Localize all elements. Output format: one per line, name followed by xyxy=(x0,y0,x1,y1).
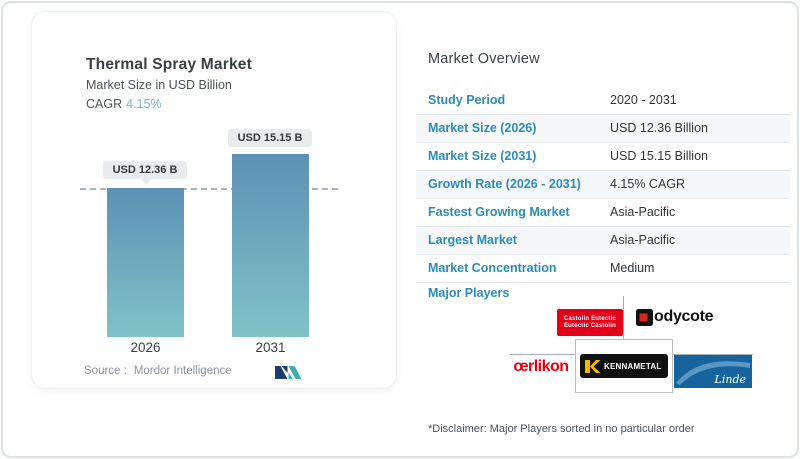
table-row: Fastest Growing Market Asia-Pacific xyxy=(416,199,790,227)
linde-logo-text: Linde xyxy=(714,373,746,386)
logo-grid-horizontal-divider-right xyxy=(671,354,753,355)
source-line: Source : Mordor Intelligence xyxy=(84,365,232,377)
bodycote-logo-text: odycote xyxy=(654,308,714,325)
row-label: Fastest Growing Market xyxy=(428,205,570,219)
table-row: Growth Rate (2026 - 2031) 4.15% CAGR xyxy=(416,171,790,199)
logo-grid-horizontal-divider-left xyxy=(510,354,576,355)
logo-grid-vertical-divider xyxy=(623,296,624,341)
row-value: Medium xyxy=(610,261,655,275)
reference-dashed-line xyxy=(80,188,338,190)
bar-2026 xyxy=(107,188,184,337)
row-value: Asia-Pacific xyxy=(610,205,676,219)
row-value: 2020 - 2031 xyxy=(610,93,677,107)
kennametal-k-icon xyxy=(585,359,601,373)
table-row: Study Period 2020 - 2031 xyxy=(416,87,790,115)
row-label: Largest Market xyxy=(428,233,517,247)
overview-title: Market Overview xyxy=(428,51,540,67)
linde-logo: Linde xyxy=(674,355,752,388)
row-label: Market Size (2031) xyxy=(428,149,537,163)
x-axis-label-2026: 2026 xyxy=(130,340,161,355)
linde-swoosh-icon xyxy=(676,361,750,385)
table-row: Largest Market Asia-Pacific xyxy=(416,227,790,255)
row-value: USD 12.36 Billion xyxy=(610,121,708,135)
row-label: Study Period xyxy=(428,93,506,107)
castolin-eutectic-logo: Castolin Eutectic Eutectic Castolin xyxy=(557,309,623,336)
disclaimer-text: *Disclaimer: Major Players sorted in no … xyxy=(428,423,695,435)
cagr-line: CAGR 4.15% xyxy=(86,97,162,111)
row-value: USD 15.15 Billion xyxy=(610,149,708,163)
castolin-logo-text: Castolin Eutectic xyxy=(563,315,617,322)
x-axis-label-2031: 2031 xyxy=(255,340,286,355)
kennametal-logo-text: KENNAMETAL xyxy=(604,361,662,371)
oerlikon-logo: œrlikon xyxy=(513,358,569,375)
bar-label-2026: USD 12.36 B xyxy=(103,161,187,179)
table-row: Market Concentration Medium xyxy=(416,255,790,283)
overview-table: Study Period 2020 - 2031 Market Size (20… xyxy=(416,87,790,283)
chart-card: Thermal Spray Market Market Size in USD … xyxy=(31,11,397,389)
table-row: Market Size (2031) USD 15.15 Billion xyxy=(416,143,790,171)
bodycote-logo: odycote xyxy=(636,308,714,326)
bar-label-2031: USD 15.15 B xyxy=(228,129,312,147)
cagr-label: CAGR xyxy=(86,97,123,111)
row-value: Asia-Pacific xyxy=(610,233,676,247)
row-label: Growth Rate (2026 - 2031) xyxy=(428,177,581,191)
bar-2031 xyxy=(232,154,309,337)
kennametal-badge: KENNAMETAL xyxy=(580,354,668,378)
castolin-logo-text: Eutectic Castolin xyxy=(563,322,617,329)
source-label: Source : xyxy=(84,365,127,377)
row-label: Market Concentration xyxy=(428,261,557,275)
kennametal-logo: KENNAMETAL xyxy=(575,339,673,393)
chart-subtitle: Market Size in USD Billion xyxy=(86,78,232,92)
mordor-intelligence-logo-icon xyxy=(275,366,302,379)
bar-label-pointer xyxy=(141,179,151,185)
row-value: 4.15% CAGR xyxy=(610,177,686,191)
table-row: Market Size (2026) USD 12.36 Billion xyxy=(416,115,790,143)
chart-title: Thermal Spray Market xyxy=(86,56,252,73)
source-value: Mordor Intelligence xyxy=(133,365,232,377)
major-players-label: Major Players xyxy=(428,286,510,300)
row-label: Market Size (2026) xyxy=(428,121,537,135)
bodycote-b-icon xyxy=(636,308,653,326)
cagr-value: 4.15% xyxy=(126,97,162,111)
